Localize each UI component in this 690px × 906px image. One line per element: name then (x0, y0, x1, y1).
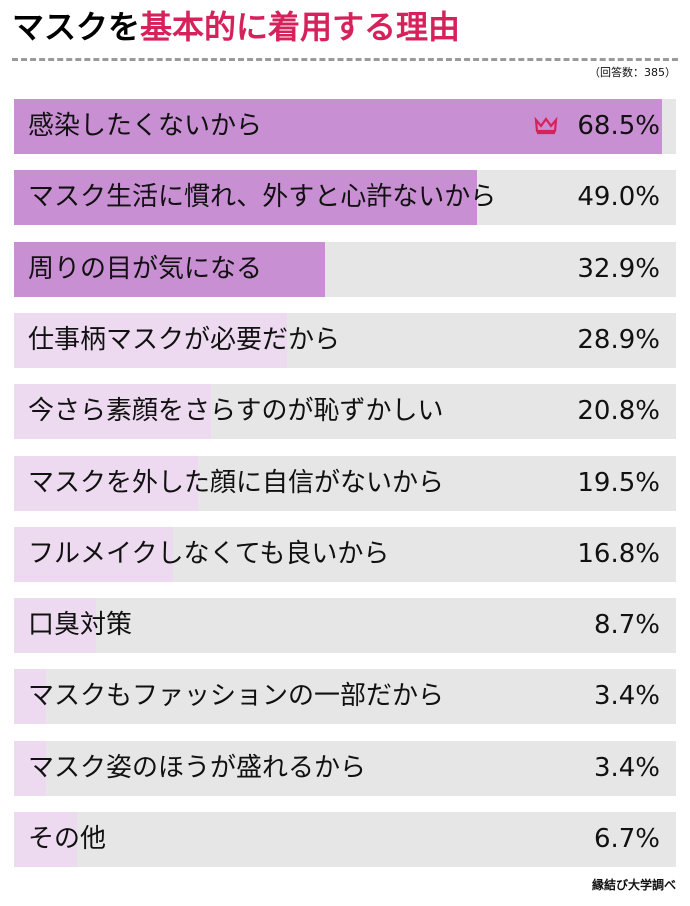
bar-row: 仕事柄マスクが必要だから 28.9% (14, 313, 676, 368)
category-label: マスクを外した顔に自信がないから (28, 468, 445, 498)
source-credit: 縁結び大学調べ (591, 878, 676, 892)
chart-title-part2: 基本的に着用する理由 (140, 8, 461, 46)
bar (14, 170, 478, 225)
value-label: 32.9% (577, 254, 660, 284)
bar-row: 感染したくないから 68.5% (14, 99, 676, 154)
value-label: 19.5% (577, 468, 660, 498)
bar-row: マスク姿のほうが盛れるから 3.4% (14, 741, 676, 796)
bar-row: その他 6.7% (14, 812, 676, 867)
title-divider (12, 58, 678, 61)
bar (14, 598, 97, 653)
bar (14, 741, 47, 796)
category-label: マスク姿のほうが盛れるから (28, 753, 367, 783)
value-label: 16.8% (577, 539, 660, 569)
bar-row: マスクを外した顔に自信がないから 19.5% (14, 456, 676, 511)
bar (14, 527, 173, 582)
category-label: 口臭対策 (28, 610, 133, 640)
value-label: 3.4% (593, 753, 660, 783)
category-label: マスクもファッションの一部だから (28, 681, 445, 711)
respondent-count: （回答数：385） (589, 66, 676, 79)
bar-row: 今さら素顔をさらすのが恥ずかしい 20.8% (14, 384, 676, 439)
bar (14, 242, 326, 297)
bar (14, 669, 47, 724)
bar-row: マスクもファッションの一部だから 3.4% (14, 669, 676, 724)
category-label: 今さら素顔をさらすのが恥ずかしい (28, 396, 444, 426)
bar-row: マスク生活に慣れ、外すと心許ないから 49.0% (14, 170, 676, 225)
bar-row: 周りの目が気になる 32.9% (14, 242, 676, 297)
value-label: 20.8% (577, 396, 660, 426)
bar-chart: 感染したくないから 68.5% マスク生活に慣れ、外すと心許ないから 49.0% 周りの… (14, 0, 676, 906)
bar (14, 812, 78, 867)
category-label: マスク生活に慣れ、外すと心許ないから (28, 182, 497, 212)
category-label: 周りの目が気になる (28, 254, 263, 284)
bar-row: フルメイクしなくても良いから 16.8% (14, 527, 676, 582)
category-label: フルメイクしなくても良いから (28, 539, 390, 569)
category-label: その他 (28, 824, 107, 854)
chart-title: マスクを基本的に着用する理由 (12, 4, 460, 50)
value-label: 8.7% (593, 610, 660, 640)
value-label: 3.4% (593, 681, 660, 711)
bar (14, 99, 662, 154)
bar (14, 313, 288, 368)
bar (14, 456, 199, 511)
category-label: 感染したくないから (28, 111, 263, 141)
value-label: 6.7% (593, 824, 660, 854)
value-label: 49.0% (577, 182, 660, 212)
bar-row: 口臭対策 8.7% (14, 598, 676, 653)
category-label: 仕事柄マスクが必要だから (28, 325, 341, 355)
crown-icon (534, 116, 558, 135)
value-label: 68.5% (577, 111, 660, 141)
chart-title-part1: マスクを (12, 8, 141, 46)
value-label: 28.9% (577, 325, 660, 355)
bar (14, 384, 211, 439)
